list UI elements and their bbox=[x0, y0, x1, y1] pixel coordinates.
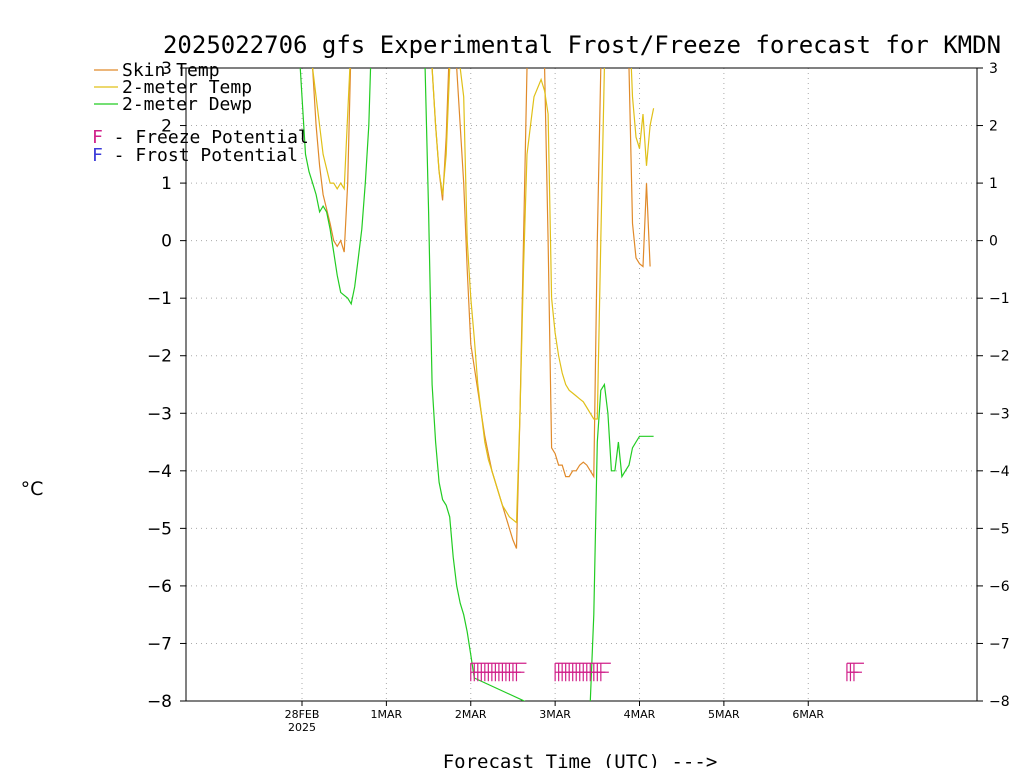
y-tick-label-left: 0 bbox=[161, 232, 172, 252]
plot-frame bbox=[185, 67, 978, 702]
x-axis-title: Forecast Time (UTC) ---> bbox=[443, 751, 718, 768]
legend-label-0: Skin Temp bbox=[122, 60, 220, 81]
y-tick-label-right: 0 bbox=[989, 234, 998, 250]
series-line-0 bbox=[311, 68, 651, 549]
y-axis-label: °C bbox=[21, 478, 44, 500]
y-tick-label-left: 1 bbox=[161, 174, 172, 194]
y-tick-label-right: −6 bbox=[989, 579, 1010, 595]
y-tick-label-left: 3 bbox=[161, 59, 172, 79]
y-tick-label-right: 3 bbox=[989, 61, 998, 77]
x-tick-sublabel: 2025 bbox=[288, 721, 316, 734]
y-tick-label-left: −5 bbox=[147, 519, 172, 539]
y-tick-label-left: −7 bbox=[147, 634, 172, 654]
x-tick-label: 4MAR bbox=[624, 708, 656, 721]
legend-label-1: 2-meter Temp bbox=[122, 77, 252, 98]
legend-label-3: F - Freeze Potential bbox=[92, 127, 309, 148]
series-layer bbox=[299, 68, 655, 701]
x-tick-label: 1MAR bbox=[371, 708, 403, 721]
y-tick-label-right: −4 bbox=[989, 464, 1010, 480]
freeze-markers-layer bbox=[470, 662, 864, 682]
y-tick-label-left: −4 bbox=[147, 462, 172, 482]
y-axis: 3 3 2 2 1 1 0 0 −1 −1 −2 −2 −3 −3 −4 −4 −5 −5 −6 −6 −7 −7 −8 −8 bbox=[147, 59, 1010, 712]
x-tick-label: 28FEB bbox=[285, 708, 320, 721]
y-tick-label-left: −8 bbox=[147, 692, 172, 712]
y-tick-label-right: 1 bbox=[989, 176, 998, 192]
y-tick-label-right: −1 bbox=[989, 291, 1010, 307]
legend-label-4: F - Frost Potential bbox=[92, 145, 298, 166]
y-tick-label-right: −7 bbox=[989, 636, 1010, 652]
series-line-2 bbox=[299, 68, 654, 701]
y-tick-label-right: 2 bbox=[989, 119, 998, 135]
y-tick-label-right: −3 bbox=[989, 406, 1010, 422]
y-tick-label-right: −5 bbox=[989, 521, 1010, 537]
y-tick-label-left: 2 bbox=[161, 117, 172, 137]
y-tick-label-right: −8 bbox=[989, 694, 1010, 710]
y-tick-label-left: −1 bbox=[147, 289, 172, 309]
series-line-1 bbox=[311, 68, 655, 524]
y-tick-label-left: −3 bbox=[147, 404, 172, 424]
legend-label-2: 2-meter Dewp bbox=[122, 94, 252, 115]
x-tick-label: 3MAR bbox=[539, 708, 571, 721]
chart-title: 2025022706 gfs Experimental Frost/Freeze… bbox=[163, 31, 1001, 59]
y-tick-label-left: −2 bbox=[147, 347, 172, 367]
x-tick-label: 6MAR bbox=[792, 708, 824, 721]
x-tick-label: 5MAR bbox=[708, 708, 740, 721]
y-tick-label-right: −2 bbox=[989, 349, 1010, 365]
grid bbox=[186, 68, 977, 701]
x-tick-label: 2MAR bbox=[455, 708, 487, 721]
y-tick-label-left: −6 bbox=[147, 577, 172, 597]
